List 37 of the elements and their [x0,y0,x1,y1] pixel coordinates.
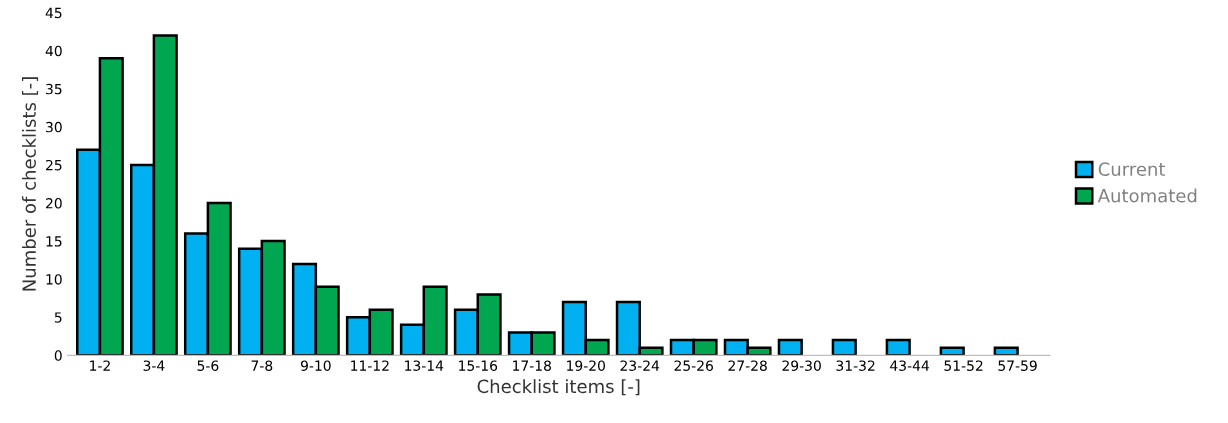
y-tick-label: 40 [45,45,62,57]
y-tick-label: 15 [46,236,62,247]
y-tick-label: 20 [46,198,62,209]
x-tick-label: 19-20 [567,360,605,371]
bar [939,346,965,356]
x-tick-label: 17-18 [513,360,551,371]
x-tick-label: 51-52 [944,360,983,371]
x-tick-label: 3-4 [143,360,165,371]
x-tick-label: 27-28 [728,360,767,371]
x-axis-title: Checklist items [-] [477,379,640,396]
x-tick-label: 7-8 [251,360,273,371]
legend-label: Current [1098,162,1166,176]
y-tick-label: 0 [54,350,62,361]
bar [831,338,857,356]
x-tick-label: 15-16 [459,360,498,371]
y-tick-label: 45 [45,7,62,19]
x-tick-label: 13-14 [405,360,444,371]
y-tick-label: 25 [46,159,62,171]
bar [885,338,911,356]
y-tick-label: 5 [54,312,62,323]
y-tick-label: 10 [46,274,62,285]
x-tick-label: 9-10 [300,360,331,371]
x-tick-label: 5-6 [197,360,219,371]
y-tick-label: 35 [46,83,62,95]
x-tick-label: 11-12 [351,360,389,371]
y-tick-label: 30 [46,121,62,133]
bar [777,338,803,356]
x-tick-label: 29-30 [782,360,821,371]
legend-label: Automated [1097,188,1197,203]
x-tick-label: 1-2 [90,360,110,371]
y-axis-title: Number of checklists [-] [21,77,39,291]
x-tick-label: 31-32 [836,360,875,371]
bar [993,346,1019,356]
x-tick-label: 43-44 [890,360,929,371]
x-tick-label: 25-26 [674,360,713,371]
x-tick-label: 23-24 [620,360,660,371]
x-tick-label: 57-59 [998,360,1037,371]
